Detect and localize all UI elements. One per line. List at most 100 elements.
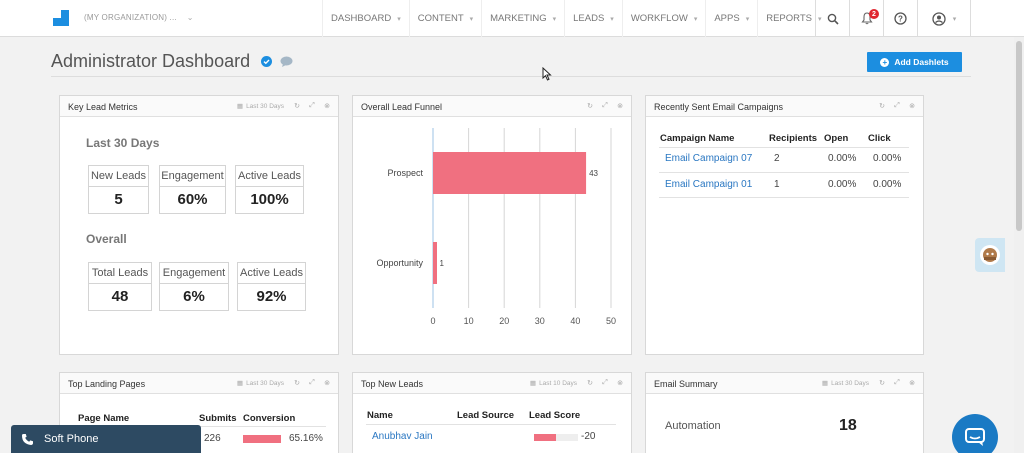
organization-selector[interactable]: (MY ORGANIZATION) ... ⌄ — [84, 13, 194, 22]
click-rate-cell: 0.00% — [873, 179, 902, 190]
chat-icon — [965, 428, 985, 446]
date-range[interactable]: ▦ Last 10 Days — [530, 379, 577, 388]
add-dashlets-button[interactable]: + Add Dashlets — [867, 52, 962, 72]
category-label: Opportunity — [376, 258, 423, 268]
app-logo-icon[interactable] — [53, 10, 69, 26]
panel-title: Top Landing Pages — [68, 379, 146, 389]
date-range[interactable]: ▦ Last 30 Days — [821, 379, 869, 388]
expand-icon[interactable]: ⤢ — [894, 379, 900, 386]
comment-icon[interactable] — [280, 56, 293, 67]
expand-icon[interactable]: ⤢ — [602, 379, 608, 386]
nav-reports[interactable]: REPORTS ▾ — [757, 0, 829, 37]
metric-label: Active Leads — [238, 263, 305, 284]
metric-active-leads: Active Leads 100% — [235, 165, 304, 214]
metric-label: Total Leads — [89, 263, 151, 284]
key-lead-metrics-panel: Key Lead Metrics ▦ Last 30 Days ↻ ⤢ ⊗ Las… — [59, 95, 339, 355]
metric-overall-engagement: Engagement 6% — [159, 262, 229, 311]
nav-apps[interactable]: APPS ▾ — [705, 0, 757, 37]
search-icon — [827, 13, 839, 25]
conversion-cell: 65.16% — [289, 433, 323, 444]
panel-title: Overall Lead Funnel — [361, 102, 443, 112]
row-divider — [659, 197, 909, 198]
chevron-down-icon: ▾ — [952, 15, 957, 23]
date-range[interactable]: ▦ Last 30 Days — [236, 379, 284, 388]
nav-icon-group: 2 ? ▾ — [815, 0, 971, 37]
refresh-icon[interactable]: ↻ — [587, 380, 593, 387]
column-header-campaign-name: Campaign Name — [660, 133, 735, 144]
close-icon[interactable]: ⊗ — [617, 103, 623, 110]
lead-name-link[interactable]: Anubhav Jain — [372, 431, 433, 442]
metric-value: 100% — [250, 191, 289, 208]
metric-label: Engagement — [160, 166, 225, 187]
conversion-bar-fill — [243, 435, 281, 443]
calendar-icon: ▦ — [821, 380, 829, 387]
campaign-link[interactable]: Email Campaign 07 — [665, 153, 753, 164]
column-header-click: Click — [868, 133, 891, 144]
expand-icon[interactable]: ⤢ — [309, 379, 315, 386]
user-avatar-icon — [932, 11, 946, 26]
panel-tools: ▦ Last 30 Days ↻ ⤢ ⊗ — [237, 378, 332, 388]
refresh-icon[interactable]: ↻ — [587, 103, 593, 110]
nav-dashboard[interactable]: DASHBOARD ▾ — [322, 0, 409, 37]
lead-funnel-panel: Overall Lead Funnel ↻ ⤢ ⊗ 0 10 20 30 40 50 Pro… — [352, 95, 632, 355]
close-icon[interactable]: ⊗ — [617, 380, 623, 387]
close-icon[interactable]: ⊗ — [909, 380, 915, 387]
email-campaigns-panel: Recently Sent Email Campaigns ↻ ⤢ ⊗ Camp… — [645, 95, 924, 355]
notifications-button[interactable]: 2 — [849, 0, 883, 37]
expand-icon[interactable]: ⤢ — [309, 102, 315, 109]
category-label: Prospect — [387, 168, 423, 178]
nav-label: APPS — [714, 13, 740, 24]
date-range-label: Last 10 Days — [539, 379, 577, 387]
close-icon[interactable]: ⊗ — [324, 103, 330, 110]
support-agent-tab[interactable] — [975, 238, 1005, 272]
close-icon[interactable]: ⊗ — [324, 380, 330, 387]
refresh-icon[interactable]: ↻ — [294, 103, 300, 110]
column-header-open: Open — [824, 133, 849, 144]
nav-workflow[interactable]: WORKFLOW ▾ — [621, 0, 706, 37]
panel-title: Top New Leads — [361, 379, 424, 389]
metric-label: New Leads — [89, 166, 148, 187]
refresh-icon[interactable]: ↻ — [879, 380, 885, 387]
campaign-link[interactable]: Email Campaign 01 — [665, 179, 753, 190]
live-chat-button[interactable] — [952, 414, 998, 453]
expand-icon[interactable]: ⤢ — [894, 102, 900, 109]
chevron-down-icon: ▾ — [397, 15, 401, 23]
landing-pages-panel: Top Landing Pages ▦ Last 30 Days ↻ ⤢ ⊗ Pa… — [59, 372, 339, 453]
email-summary-panel: Email Summary ▦ Last 30 Days ↻ ⤢ ⊗ Automa… — [645, 372, 924, 453]
help-button[interactable]: ? — [883, 0, 917, 37]
expand-icon[interactable]: ⤢ — [602, 102, 608, 109]
row-divider — [366, 424, 616, 425]
soft-phone-bar[interactable]: Soft Phone — [11, 425, 201, 453]
panel-tools: ▦ Last 30 Days ↻ ⤢ ⊗ — [822, 378, 917, 388]
calendar-icon: ▦ — [236, 380, 244, 387]
panel-header: Email Summary ▦ Last 30 Days ↻ ⤢ ⊗ — [646, 373, 923, 394]
close-icon[interactable]: ⊗ — [909, 103, 915, 110]
refresh-icon[interactable]: ↻ — [879, 103, 885, 110]
date-range-label: Last 30 Days — [246, 379, 284, 387]
search-button[interactable] — [815, 0, 849, 37]
nav-leads[interactable]: LEADS ▾ — [564, 0, 622, 37]
metric-value: 5 — [114, 191, 123, 208]
row-divider — [659, 172, 909, 173]
nav-content[interactable]: CONTENT ▾ — [408, 0, 481, 37]
nav-marketing[interactable]: MARKETING ▾ — [481, 0, 564, 37]
panel-tools: ▦ Last 10 Days ↻ ⤢ ⊗ — [530, 378, 625, 388]
date-range[interactable]: ▦ Last 30 Days — [236, 102, 284, 111]
automation-label: Automation — [665, 420, 721, 432]
calendar-icon: ▦ — [236, 103, 244, 110]
panel-header: Overall Lead Funnel ↻ ⤢ ⊗ — [353, 96, 631, 117]
funnel-bar-chart: 0 10 20 30 40 50 Prospect 43 Opportunity 1 — [376, 128, 616, 326]
data-label: 1 — [440, 259, 445, 268]
data-label: 43 — [589, 169, 598, 178]
phone-icon — [22, 433, 33, 445]
panel-title: Key Lead Metrics — [68, 102, 138, 112]
scrollbar-thumb[interactable] — [1016, 41, 1022, 231]
refresh-icon[interactable]: ↻ — [294, 380, 300, 387]
click-rate-cell: 0.00% — [873, 153, 902, 164]
metric-value: 60% — [177, 191, 208, 208]
lead-score-bar-fill — [534, 434, 556, 441]
mouse-cursor-icon — [542, 67, 552, 81]
user-menu-button[interactable]: ▾ — [917, 0, 971, 37]
page-scrollbar[interactable] — [1014, 37, 1024, 453]
conversion-bar — [243, 435, 301, 443]
